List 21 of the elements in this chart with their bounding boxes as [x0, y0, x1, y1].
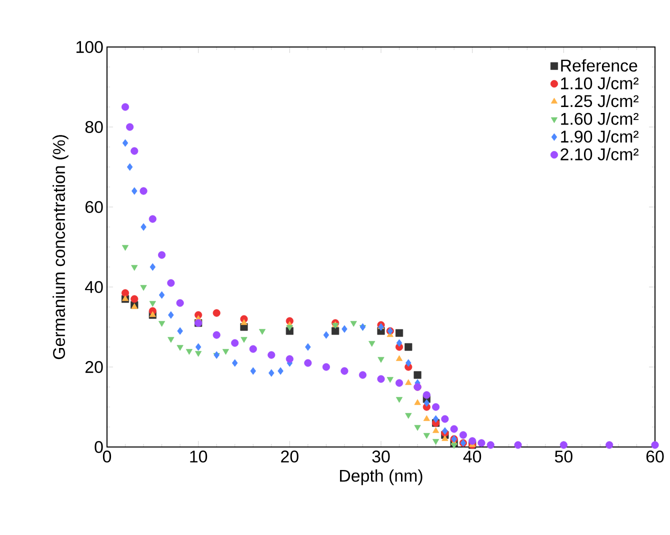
legend-label: 1.60 J/cm² [561, 112, 639, 125]
legend-label: 1.10 J/cm² [561, 76, 639, 90]
x-tick-label: 30 [372, 450, 390, 463]
x-axis-title: Depth (nm) [340, 469, 422, 486]
x-tick-label: 0 [102, 450, 112, 463]
y-tick-label: 80 [85, 120, 103, 133]
legend-label: 2.10 J/cm² [560, 148, 639, 160]
y-tick-label: 40 [85, 281, 103, 293]
x-tick-label: 10 [190, 450, 208, 463]
legend-label: Reference [561, 59, 638, 72]
y-tick-label: 60 [86, 201, 103, 213]
y-tick-label: 0 [94, 441, 103, 453]
legend-label: 1.90 J/cm² [561, 130, 639, 143]
y-axis-title: Germanium concentration (%) [52, 135, 68, 360]
x-tick-label: 50 [554, 450, 572, 463]
legend-label: 1.25 J/cm² [561, 94, 639, 108]
x-tick-label: 40 [463, 450, 482, 463]
y-tick-label: 20 [86, 361, 103, 373]
x-tick-label: 20 [281, 450, 298, 463]
y-tick-label: 100 [76, 40, 103, 53]
x-tick-label: 60 [646, 450, 664, 463]
